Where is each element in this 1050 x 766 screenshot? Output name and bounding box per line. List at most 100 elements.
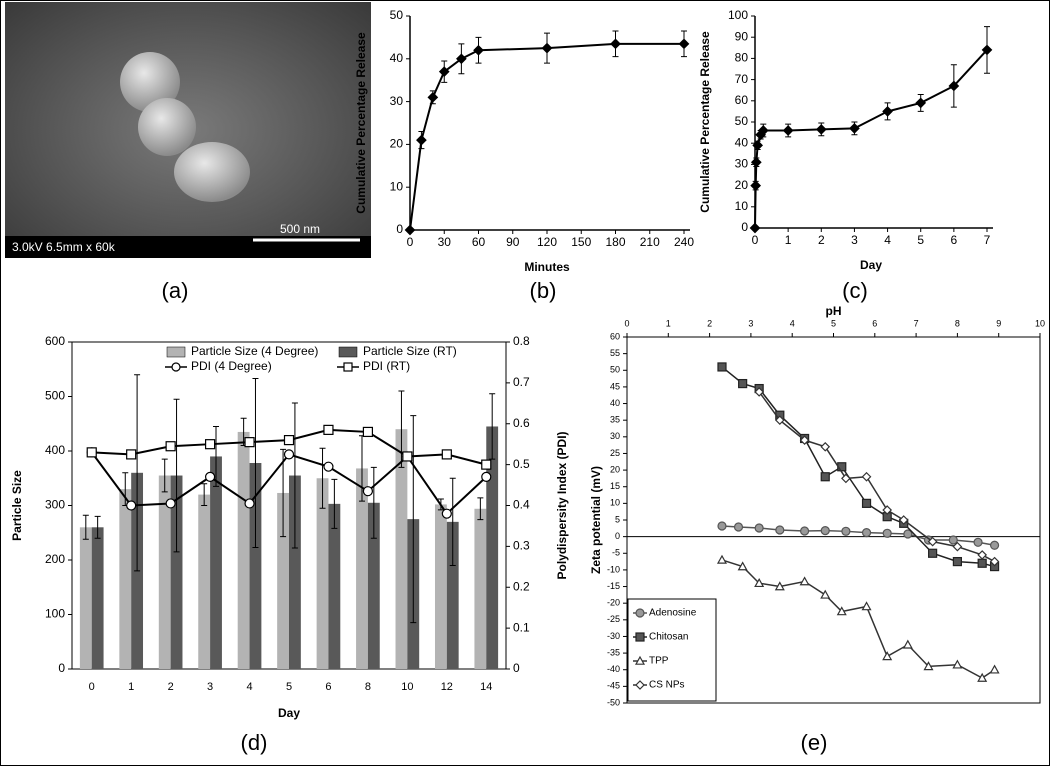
- marker: [882, 528, 892, 538]
- marker: [427, 91, 439, 103]
- y-tick-label: 40: [735, 135, 749, 149]
- bar: [158, 475, 171, 669]
- y-tick-label: 20: [610, 464, 620, 474]
- marker: [882, 505, 893, 515]
- marker: [481, 471, 492, 482]
- marker: [481, 459, 492, 470]
- y-tick-label: 25: [610, 448, 620, 458]
- x-tick-label: 8: [955, 318, 960, 328]
- x-tick-label: 8: [365, 681, 371, 693]
- marker: [799, 526, 810, 536]
- y-tick-label: 30: [610, 431, 620, 441]
- x-tick-label: 180: [605, 235, 625, 249]
- panel-caption: (a): [162, 278, 189, 303]
- marker: [171, 362, 181, 372]
- marker: [927, 536, 938, 547]
- marker: [717, 521, 727, 531]
- error-bar: [331, 478, 338, 529]
- y-tick-label: -5: [612, 548, 620, 558]
- x-tick-label: 4: [884, 233, 891, 247]
- sem-image: 3.0kV 6.5mm x 60k 500 nm: [5, 2, 371, 258]
- marker: [952, 541, 963, 552]
- marker: [841, 526, 851, 536]
- bar: [91, 527, 104, 669]
- marker: [861, 601, 872, 611]
- x-tick-label: 210: [640, 235, 660, 249]
- bar: [277, 492, 289, 669]
- marker: [799, 576, 810, 586]
- bar: [367, 502, 380, 669]
- y-tick-label: -20: [607, 598, 620, 608]
- y-tick-label: 10: [735, 199, 749, 213]
- marker: [204, 471, 216, 482]
- marker: [402, 451, 413, 462]
- y-tick-label: 10: [390, 179, 404, 193]
- x-axis-title: Day: [278, 706, 300, 720]
- y-tick-label: -30: [607, 631, 620, 641]
- error-bar: [370, 466, 377, 539]
- marker: [456, 53, 467, 65]
- panel-caption: (c): [842, 278, 868, 303]
- legend-label: Adenosine: [649, 608, 697, 619]
- x-tick-label: 0: [89, 681, 95, 693]
- error-bar: [82, 514, 89, 540]
- bar: [395, 429, 408, 669]
- marker: [634, 655, 646, 665]
- y-tick-label: -10: [607, 564, 620, 574]
- panel-caption: (b): [530, 278, 557, 303]
- marker: [754, 387, 765, 397]
- marker: [841, 473, 851, 484]
- marker: [836, 606, 847, 616]
- y2-tick-label: 0: [513, 661, 520, 675]
- marker: [989, 540, 1000, 550]
- y2-tick-label: 0.3: [513, 539, 530, 553]
- sem-info: 3.0kV 6.5mm x 60k: [12, 240, 116, 254]
- marker: [404, 224, 416, 236]
- y2-axis-title: Polydispersity Index (PDI): [555, 431, 569, 579]
- marker: [716, 554, 728, 564]
- marker: [989, 664, 1000, 674]
- marker: [473, 44, 484, 56]
- error-bar: [280, 448, 287, 538]
- legend-label: Chitosan: [649, 632, 688, 643]
- x-tick-label: 1: [666, 318, 671, 328]
- marker: [903, 529, 913, 539]
- error-bar: [489, 393, 496, 460]
- particle: [120, 52, 180, 112]
- marker: [782, 125, 794, 136]
- y2-tick-label: 0.5: [513, 457, 530, 471]
- x-tick-label: 60: [472, 235, 486, 249]
- y-tick-label: 0: [741, 220, 748, 234]
- y-tick-label: 0: [58, 661, 65, 675]
- y-tick-label: 60: [735, 93, 749, 107]
- marker: [165, 498, 176, 509]
- legend-label: TPP: [649, 656, 669, 667]
- error-bar: [161, 458, 168, 493]
- series-line: [409, 42, 684, 231]
- y-tick-label: 40: [390, 51, 404, 65]
- error-bar: [252, 378, 259, 548]
- marker: [86, 447, 97, 458]
- legend-swatch: [166, 346, 186, 358]
- y2-tick-label: 0.8: [513, 334, 530, 348]
- marker: [738, 378, 748, 389]
- y-tick-label: 100: [45, 607, 65, 621]
- marker: [882, 651, 893, 661]
- x-tick-label: 5: [917, 233, 924, 247]
- y-tick-label: 90: [735, 29, 749, 43]
- marker: [849, 123, 860, 134]
- x-tick-label: 30: [438, 235, 452, 249]
- marker: [882, 106, 893, 117]
- marker: [981, 44, 993, 56]
- panel-caption: (e): [801, 730, 828, 755]
- y-tick-label: 60: [610, 331, 620, 341]
- y-tick-label: 300: [45, 498, 65, 512]
- y-tick-label: 50: [390, 8, 404, 22]
- marker: [898, 515, 909, 525]
- y-tick-label: 40: [610, 398, 620, 408]
- marker: [165, 441, 176, 452]
- marker: [733, 522, 744, 532]
- marker: [416, 134, 427, 146]
- y2-tick-label: 0.7: [513, 375, 530, 389]
